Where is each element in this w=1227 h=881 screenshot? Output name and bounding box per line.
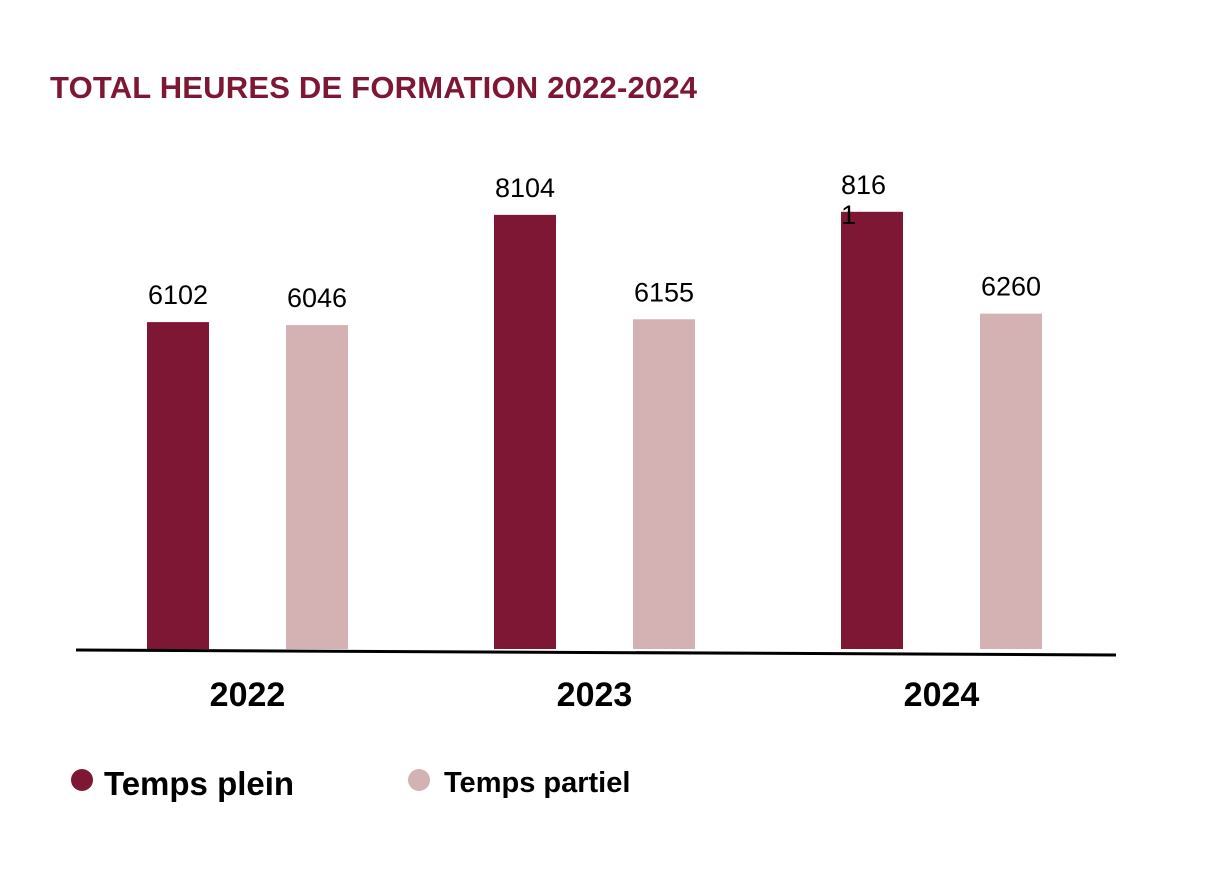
bar-2022-temps-partiel [286,325,348,649]
legend-label-temps-partiel: Temps partiel [444,767,630,799]
data-label: 8104 [495,173,555,203]
chart-title: TOTAL HEURES DE FORMATION 2022-2024 [50,70,698,105]
bar-2023-temps-plein [494,214,556,649]
data-label: 816 1 [841,170,886,230]
legend-marker-temps-plein [71,769,93,791]
bar-2022-temps-plein [147,322,209,649]
data-label: 6155 [634,277,694,307]
data-label: 6046 [287,283,347,313]
legend-label-temps-plein: Temps plein [104,765,294,802]
data-label: 6102 [148,280,208,310]
data-label: 6260 [981,272,1041,302]
x-tick-label: 2022 [210,676,286,714]
bar-2024-temps-plein [841,211,903,649]
legend-marker-temps-partiel [408,769,430,791]
bar-2024-temps-partiel [980,313,1042,649]
bar-2023-temps-partiel [633,319,695,649]
x-axis-line [75,648,1117,657]
x-tick-label: 2023 [557,676,633,714]
x-tick-label: 2024 [904,676,980,714]
